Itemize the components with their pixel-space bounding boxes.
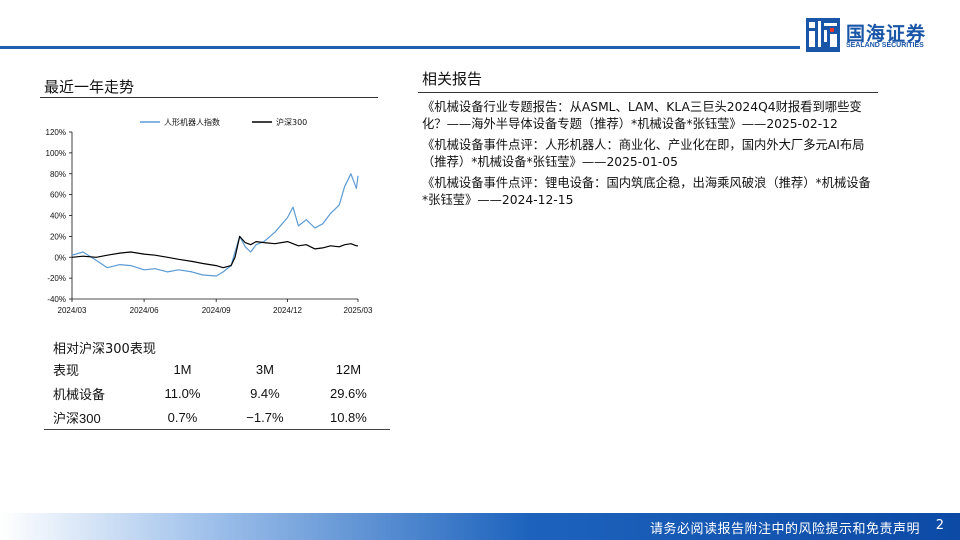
y-tick-label: 100%	[46, 149, 66, 158]
y-tick-label: 60%	[50, 191, 66, 200]
table-row: 机械设备 11.0% 9.4% 29.6%	[44, 381, 390, 405]
trend-chart: 120% 100% 80% 60% 40% 20% 0% -20% -40% 2024/03 202…	[40, 112, 380, 324]
table-cell: −1.7%	[246, 409, 284, 425]
trend-chart-svg: 120% 100% 80% 60% 40% 20% 0% -20% -40% 2024/03 202…	[46, 117, 373, 315]
performance-title: 相对沪深300表现	[53, 342, 156, 357]
x-tick-label: 2024/03	[58, 306, 87, 315]
brand-name-cn: 国海证券	[846, 23, 927, 45]
row-label: 机械设备	[53, 386, 106, 402]
brand-name-en: SEALAND SECURITIES	[846, 42, 924, 49]
chart-title-rule	[40, 97, 378, 98]
y-tick-label: 80%	[50, 170, 66, 179]
table-row: 沪深300 0.7% −1.7% 10.8%	[44, 405, 390, 429]
chart-section-title: 最近一年走势	[44, 78, 135, 96]
performance-table: 表现 1M 3M 12M 机械设备 11.0% 9.4% 29.6% 沪深300…	[44, 357, 390, 429]
table-header-row: 表现 1M 3M 12M	[44, 357, 390, 381]
table-bottom-rule	[44, 429, 390, 430]
header-cell: 表现	[53, 362, 80, 378]
y-tick-label: -20%	[47, 274, 66, 283]
reports-title-rule	[418, 92, 878, 93]
legend-label: 沪深300	[276, 117, 307, 127]
header-cell: 3M	[255, 361, 274, 377]
y-tick-label: 40%	[50, 212, 66, 221]
header-rule	[0, 46, 800, 49]
report-link[interactable]: 《机械设备行业专题报告：从ASML、LAM、KLA三巨头2024Q4财报看到哪些…	[422, 100, 862, 131]
footer-bar: 请务必阅读报告附注中的风险提示和免责声明 2	[0, 513, 960, 540]
x-tick-label: 2024/06	[130, 306, 159, 315]
related-reports-title: 相关报告	[422, 70, 483, 88]
y-tick-label: -40%	[47, 295, 66, 304]
series-line	[71, 235, 358, 269]
page-number: 2	[935, 518, 944, 533]
table-cell: 10.8%	[329, 409, 367, 425]
y-tick-label: 120%	[46, 128, 66, 137]
y-tick-label: 20%	[50, 232, 66, 241]
y-tick-label: 0%	[54, 253, 66, 262]
table-cell: 29.6%	[329, 385, 367, 401]
row-label: 沪深300	[53, 410, 101, 426]
x-tick-label: 2024/12	[273, 306, 302, 315]
legend-label: 人形机器人指数	[164, 117, 220, 127]
related-reports-list: 《机械设备行业专题报告：从ASML、LAM、KLA三巨头2024Q4财报看到哪些…	[422, 99, 874, 213]
series-line	[71, 173, 359, 277]
sealand-logo-icon	[806, 18, 840, 52]
header-cell: 1M	[173, 361, 192, 377]
table-cell: 0.7%	[167, 409, 198, 425]
table-cell: 11.0%	[164, 385, 201, 401]
footer-disclaimer: 请务必阅读报告附注中的风险提示和免责声明	[649, 522, 920, 537]
brand-logo: 国海证券 SEALAND SECURITIES	[806, 18, 956, 54]
header-cell: 12M	[335, 361, 362, 377]
table-cell: 9.4%	[250, 385, 280, 401]
report-link[interactable]: 《机械设备事件点评：人形机器人：商业化、产业化在即，国内外大厂多元AI布局（推荐…	[422, 138, 865, 169]
report-link[interactable]: 《机械设备事件点评：锂电设备：国内筑底企稳，出海乘风破浪（推荐）*机械设备*张钰…	[422, 176, 871, 207]
x-tick-label: 2025/03	[344, 306, 373, 315]
x-tick-label: 2024/09	[202, 306, 231, 315]
